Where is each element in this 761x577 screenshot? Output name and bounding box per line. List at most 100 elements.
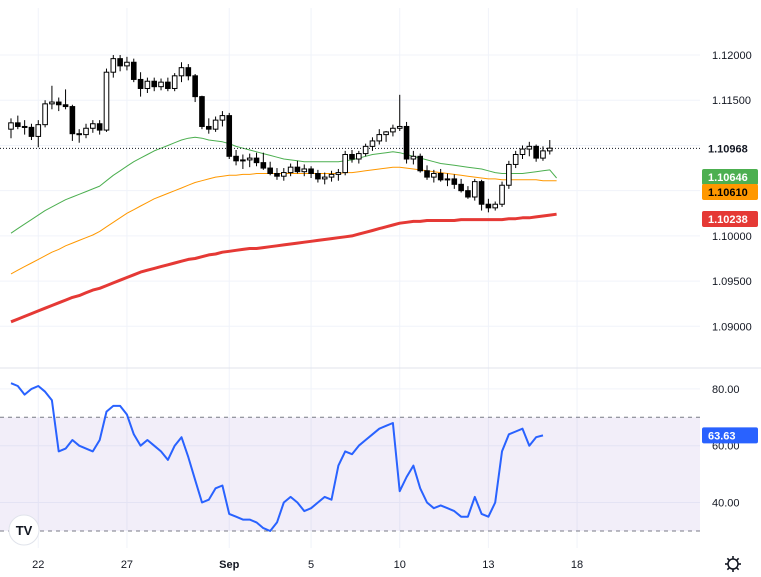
candle-body [246, 157, 253, 161]
candle-body [506, 163, 512, 186]
candle [465, 186, 471, 199]
candle-body [35, 124, 42, 137]
candle-body [55, 101, 62, 106]
candle [165, 77, 171, 92]
candle [349, 149, 355, 163]
candle-body [240, 159, 246, 162]
candle-body [83, 127, 89, 136]
candle [328, 170, 335, 182]
candle-body [321, 176, 328, 180]
candle-body [492, 203, 499, 209]
candle [110, 55, 117, 78]
candle [519, 145, 526, 160]
candle-body [546, 147, 553, 152]
candle [158, 78, 164, 91]
tradingview-logo[interactable]: TV [8, 514, 40, 546]
candle-body [199, 96, 205, 127]
rsi-band-fill [0, 417, 700, 531]
candle [267, 161, 273, 176]
candle-body [362, 145, 369, 155]
candles [8, 55, 553, 213]
candle [383, 130, 389, 142]
candle [417, 153, 423, 173]
time-tick-label: 22 [32, 559, 44, 571]
candle-body [431, 172, 437, 178]
candle [506, 160, 512, 189]
candle [376, 129, 383, 145]
candle-body [287, 166, 294, 174]
rsi-last-tag-label: 63.63 [708, 430, 736, 442]
gear-tooth [726, 557, 731, 562]
candle-body [267, 167, 273, 174]
candle [185, 64, 192, 81]
candle [192, 74, 198, 103]
candle [526, 141, 533, 157]
candle-body [260, 162, 267, 169]
candle-body [403, 125, 410, 160]
rsi-tick-label: 40.00 [712, 498, 740, 510]
candle-body [417, 155, 423, 172]
candle [431, 169, 437, 183]
logo-badge [8, 514, 40, 546]
candle [315, 169, 321, 183]
ma-price-tag-bg [702, 211, 758, 227]
candle-body [165, 81, 171, 89]
candle-body [478, 181, 485, 205]
candle-body [15, 122, 21, 127]
moving-average-line-3 [10, 212, 557, 324]
candle-body [335, 172, 342, 175]
candle [281, 168, 287, 181]
candle-body [49, 101, 55, 105]
rsi-layer [10, 382, 544, 532]
candle [240, 154, 246, 169]
candle [15, 115, 21, 130]
candle-body [69, 106, 76, 135]
price-tick-label: 1.12000 [712, 50, 752, 62]
price-tick-label: 1.09000 [712, 321, 752, 333]
ma-price-tag-label: 1.10646 [708, 172, 748, 184]
candle-body [96, 123, 103, 131]
candle [151, 77, 158, 92]
price-tick-label: 1.11500 [712, 95, 751, 107]
candle [362, 143, 369, 157]
candle [171, 73, 178, 92]
candle-body [151, 80, 158, 88]
candle [321, 172, 328, 185]
candle-body [356, 153, 362, 160]
candle [287, 163, 294, 177]
series-layer [0, 136, 700, 324]
candle-body [28, 126, 35, 137]
price-tick-label: 1.10000 [712, 231, 752, 243]
candle-body [90, 123, 96, 129]
gear-icon[interactable] [725, 556, 741, 572]
candle-body [253, 157, 260, 164]
rsi-band [0, 416, 700, 532]
moving-average-line-1 [10, 136, 557, 234]
candle-body [192, 75, 198, 98]
candle-body [226, 115, 233, 157]
candle-body [512, 153, 519, 165]
candle-body [205, 125, 212, 130]
price-tick-label: 1.09500 [712, 276, 752, 288]
candle-body [315, 172, 321, 180]
candle [335, 168, 342, 181]
candle-body [342, 153, 348, 174]
candle-body [396, 125, 403, 129]
rsi-last-tag-bg [702, 427, 758, 444]
candle [369, 137, 376, 151]
candle [137, 72, 144, 97]
time-tick-label: 10 [394, 559, 406, 571]
candle [144, 77, 151, 94]
candle [356, 150, 362, 164]
rsi-tick-label: 60.00 [712, 441, 740, 453]
ma-price-tag: 1.10646 [702, 169, 758, 185]
candle-body [390, 127, 396, 133]
candle-body [124, 61, 130, 67]
candle-body [21, 125, 28, 128]
gear-tooth [735, 557, 740, 562]
candle-body [540, 150, 546, 159]
candle-body [458, 183, 464, 192]
candle [76, 129, 83, 143]
gear-tooth [726, 566, 731, 571]
candle-body [8, 122, 14, 130]
